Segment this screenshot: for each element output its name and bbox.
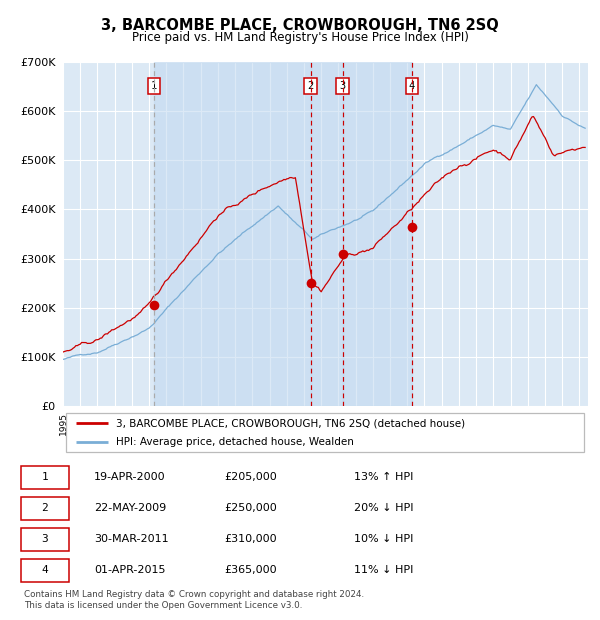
Text: 3: 3 xyxy=(41,534,48,544)
Text: 4: 4 xyxy=(409,81,415,91)
Text: 13% ↑ HPI: 13% ↑ HPI xyxy=(353,472,413,482)
Text: 4: 4 xyxy=(41,565,48,575)
Text: 3: 3 xyxy=(340,81,346,91)
Text: 11% ↓ HPI: 11% ↓ HPI xyxy=(353,565,413,575)
Text: 2: 2 xyxy=(307,81,314,91)
FancyBboxPatch shape xyxy=(21,559,69,582)
Text: 19-APR-2000: 19-APR-2000 xyxy=(94,472,166,482)
FancyBboxPatch shape xyxy=(21,466,69,489)
Text: 01-APR-2015: 01-APR-2015 xyxy=(94,565,166,575)
Text: Contains HM Land Registry data © Crown copyright and database right 2024.
This d: Contains HM Land Registry data © Crown c… xyxy=(24,590,364,609)
Text: £205,000: £205,000 xyxy=(224,472,277,482)
Text: £310,000: £310,000 xyxy=(224,534,277,544)
Bar xyxy=(311,62,343,406)
Text: 3, BARCOMBE PLACE, CROWBOROUGH, TN6 2SQ: 3, BARCOMBE PLACE, CROWBOROUGH, TN6 2SQ xyxy=(101,18,499,33)
Text: 30-MAR-2011: 30-MAR-2011 xyxy=(94,534,169,544)
Bar xyxy=(343,62,412,406)
Text: 1: 1 xyxy=(151,81,157,91)
FancyBboxPatch shape xyxy=(21,528,69,551)
Text: 22-MAY-2009: 22-MAY-2009 xyxy=(94,503,166,513)
Text: 20% ↓ HPI: 20% ↓ HPI xyxy=(353,503,413,513)
Text: HPI: Average price, detached house, Wealden: HPI: Average price, detached house, Weal… xyxy=(115,438,353,448)
Text: Price paid vs. HM Land Registry's House Price Index (HPI): Price paid vs. HM Land Registry's House … xyxy=(131,31,469,44)
FancyBboxPatch shape xyxy=(65,414,584,452)
Text: £250,000: £250,000 xyxy=(224,503,277,513)
Text: 2: 2 xyxy=(41,503,48,513)
Text: 1: 1 xyxy=(41,472,48,482)
Text: 3, BARCOMBE PLACE, CROWBOROUGH, TN6 2SQ (detached house): 3, BARCOMBE PLACE, CROWBOROUGH, TN6 2SQ … xyxy=(115,418,464,428)
Text: £365,000: £365,000 xyxy=(224,565,277,575)
FancyBboxPatch shape xyxy=(21,497,69,520)
Text: 10% ↓ HPI: 10% ↓ HPI xyxy=(353,534,413,544)
Bar xyxy=(154,62,311,406)
